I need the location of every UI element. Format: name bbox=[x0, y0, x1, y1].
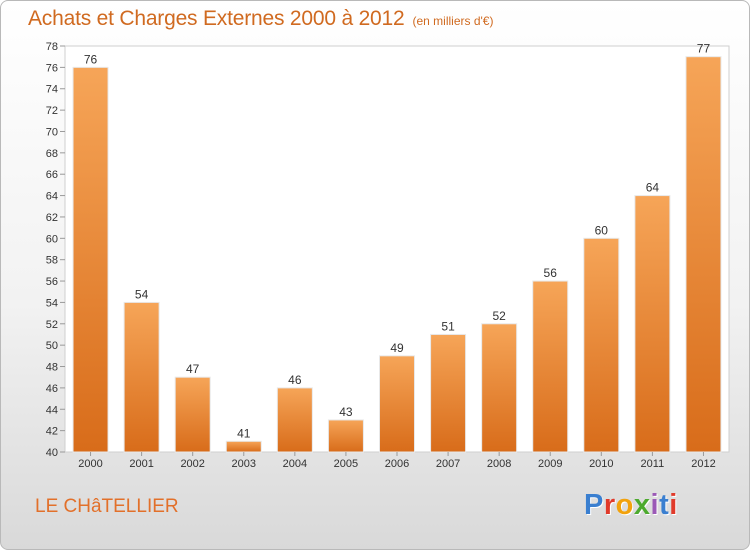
chart-subtitle: (en milliers d'€) bbox=[412, 14, 494, 28]
y-tick-label: 64 bbox=[46, 191, 58, 203]
x-tick-label: 2004 bbox=[283, 458, 307, 470]
x-tick-label: 2011 bbox=[641, 458, 665, 470]
logo-letter: P bbox=[584, 489, 604, 521]
y-tick-label: 42 bbox=[46, 426, 58, 438]
x-tick-label: 2007 bbox=[436, 458, 460, 470]
bars: 76 54 47 41 46 43 49 51 52 56 60 64 77 bbox=[72, 42, 722, 453]
x-axis: 2000 2001 2002 2003 2004 2005 2006 2007 2008 2009… bbox=[78, 452, 716, 470]
bar-value-label: 46 bbox=[288, 373, 302, 387]
y-tick-label: 78 bbox=[46, 41, 58, 53]
bar-value-label: 51 bbox=[441, 319, 455, 333]
bar-value-label: 60 bbox=[595, 223, 609, 237]
y-tick-label: 40 bbox=[46, 447, 58, 459]
y-tick-label: 58 bbox=[46, 255, 58, 267]
bar-value-label: 64 bbox=[646, 181, 660, 195]
y-tick-label: 50 bbox=[46, 340, 58, 352]
x-tick-label: 2000 bbox=[78, 458, 102, 470]
bar-value-label: 43 bbox=[339, 405, 353, 419]
bar-value-label: 41 bbox=[237, 426, 251, 440]
y-tick-label: 72 bbox=[46, 105, 58, 117]
x-tick-label: 2005 bbox=[334, 458, 358, 470]
bar bbox=[123, 301, 160, 453]
bar bbox=[685, 56, 722, 453]
x-tick-label: 2008 bbox=[487, 458, 511, 470]
x-tick-label: 2009 bbox=[538, 458, 562, 470]
x-tick-label: 2002 bbox=[180, 458, 204, 470]
logo-letter: x bbox=[633, 489, 651, 521]
bar bbox=[379, 355, 415, 453]
y-tick-label: 76 bbox=[46, 62, 58, 74]
y-tick-label: 66 bbox=[46, 169, 58, 181]
logo-letter: t bbox=[659, 489, 670, 521]
bar-value-label: 77 bbox=[697, 42, 711, 56]
bar bbox=[174, 376, 211, 453]
logo-letter: o bbox=[615, 489, 634, 521]
bar-value-label: 54 bbox=[135, 287, 149, 301]
y-tick-label: 52 bbox=[46, 319, 58, 331]
location-name: LE CHâTELLIER bbox=[35, 496, 179, 517]
logo-letter: r bbox=[603, 489, 616, 521]
y-tick-label: 62 bbox=[46, 212, 58, 224]
x-tick-label: 2003 bbox=[232, 458, 256, 470]
bar bbox=[430, 333, 467, 453]
bar bbox=[225, 440, 262, 453]
logo-letter: i bbox=[669, 489, 678, 521]
bar-value-label: 47 bbox=[186, 362, 200, 376]
bar-value-label: 76 bbox=[84, 52, 98, 66]
logo-letter: i bbox=[650, 489, 660, 521]
y-tick-label: 48 bbox=[46, 362, 58, 374]
x-tick-label: 2006 bbox=[385, 458, 409, 470]
bar bbox=[583, 237, 620, 453]
y-tick-label: 54 bbox=[46, 297, 58, 309]
title-text: Achats et Charges Externes 2000 à 2012 bbox=[28, 7, 405, 30]
y-axis: 40 42 44 46 48 50 52 54 56 58 60 62 64 66 68 70 72 74 76 78 bbox=[46, 41, 65, 459]
x-tick-label: 2001 bbox=[129, 458, 153, 470]
proxiti-logo: Proxiti bbox=[584, 489, 678, 522]
bar bbox=[634, 195, 671, 453]
bar bbox=[276, 387, 313, 453]
y-tick-label: 44 bbox=[46, 404, 58, 416]
y-tick-label: 56 bbox=[46, 276, 58, 288]
x-tick-label: 2012 bbox=[691, 458, 715, 470]
bar-value-label: 52 bbox=[492, 309, 506, 323]
bar-value-label: 49 bbox=[390, 341, 404, 355]
chart-title: Achats et Charges Externes 2000 à 2012 (e… bbox=[28, 7, 493, 31]
bar-value-label: 56 bbox=[544, 266, 558, 280]
bar bbox=[327, 419, 364, 453]
y-tick-label: 74 bbox=[46, 84, 58, 96]
bar bbox=[72, 66, 109, 453]
y-tick-label: 68 bbox=[46, 148, 58, 160]
bar bbox=[532, 280, 569, 453]
x-tick-label: 2010 bbox=[589, 458, 613, 470]
y-tick-label: 70 bbox=[46, 126, 58, 138]
y-tick-label: 46 bbox=[46, 383, 58, 395]
y-tick-label: 60 bbox=[46, 233, 58, 245]
bar bbox=[481, 323, 518, 453]
